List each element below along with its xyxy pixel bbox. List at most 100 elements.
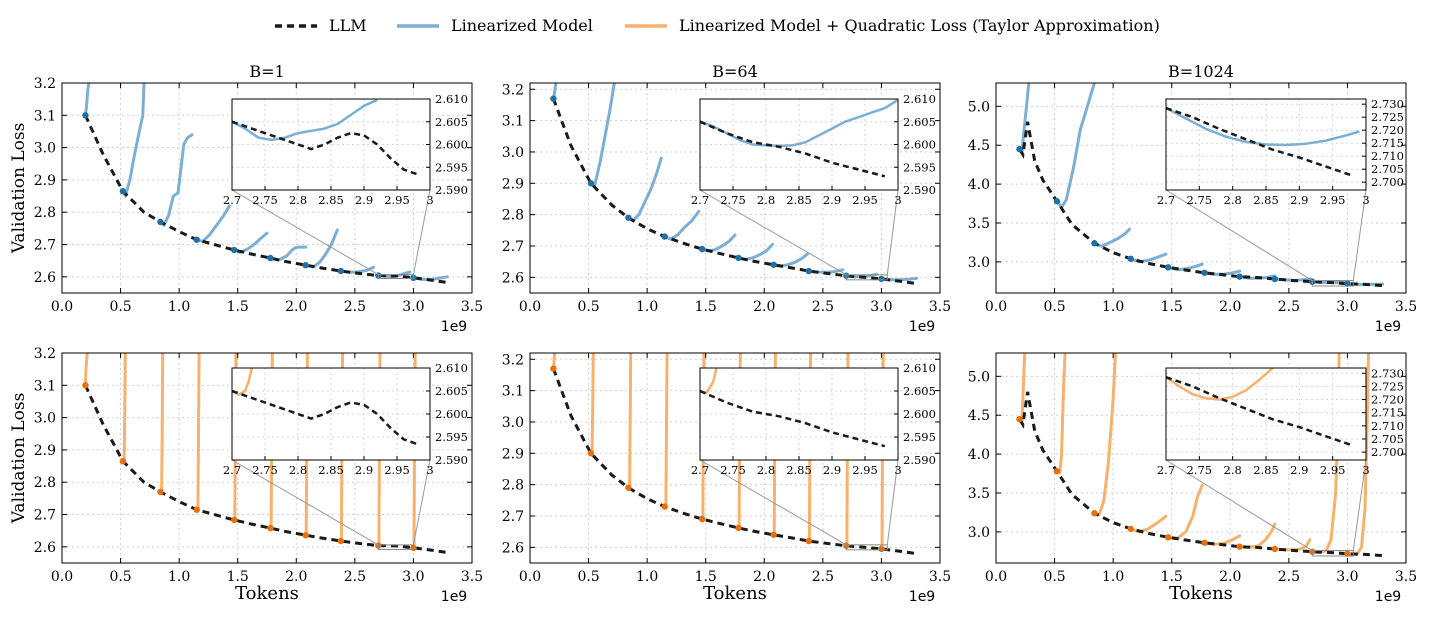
inset-x-tick-label: 2.95 bbox=[384, 193, 410, 207]
y-tick-label: 3.1 bbox=[502, 384, 524, 400]
inset-x-tick-label: 2.8 bbox=[1224, 463, 1242, 477]
inset-x-tick-label: 2.85 bbox=[318, 193, 344, 207]
x-tick-label: 1.0 bbox=[1102, 299, 1124, 315]
y-tick-label: 2.6 bbox=[502, 270, 524, 286]
checkpoint-point-0 bbox=[550, 365, 557, 372]
x-offset-text: 1e9 bbox=[441, 319, 467, 335]
y-tick-label: 3.1 bbox=[34, 108, 56, 124]
axes-frame bbox=[995, 82, 1407, 294]
inset-llm-line bbox=[232, 389, 418, 446]
y-tick-label: 2.8 bbox=[34, 475, 56, 491]
inset-x-tick-label: 2.95 bbox=[384, 463, 410, 477]
y-tick-label: 3.0 bbox=[34, 141, 56, 157]
inset-x-tick-label: 2.95 bbox=[1320, 193, 1346, 207]
axes-frame bbox=[61, 352, 473, 564]
x-tick-label: 1.0 bbox=[168, 299, 190, 315]
inset-plot-area bbox=[232, 368, 418, 446]
y-tick-label: 2.9 bbox=[34, 443, 56, 459]
inset-y-tick-label: 2.605 bbox=[903, 384, 936, 398]
inset-y-tick-label: 2.600 bbox=[903, 138, 936, 152]
x-tick-label: 3.5 bbox=[1395, 299, 1417, 315]
inset-plot-area bbox=[700, 368, 886, 448]
x-tick-label: 2.0 bbox=[753, 569, 775, 585]
subplot-1-1: 0.0 0.5 1.0 1.5 2.0 2.5 3.0 3.5 1e9 2.6 2.7 2.8 2.9 3… bbox=[502, 352, 951, 605]
y-tick-label: 2.6 bbox=[502, 540, 524, 556]
inset-y-tick-label: 2.700 bbox=[1371, 175, 1404, 189]
x-tick-label: 3.5 bbox=[929, 299, 951, 315]
inset-y-tick-label: 2.600 bbox=[903, 407, 936, 421]
branch-line-2 bbox=[1092, 353, 1117, 517]
plot-area bbox=[1016, 83, 1385, 288]
x-tick-label: 0.5 bbox=[1043, 299, 1065, 315]
llm-line bbox=[84, 114, 449, 285]
checkpoint-point-2 bbox=[625, 214, 632, 221]
checkpoint-point-2 bbox=[625, 484, 632, 491]
checkpoint-point-6 bbox=[302, 262, 309, 269]
branch-line-4 bbox=[700, 233, 737, 253]
checkpoint-point-2 bbox=[157, 488, 164, 496]
branch-line-2 bbox=[158, 133, 194, 227]
x-tick-label: 0.0 bbox=[985, 569, 1007, 585]
y-tick-label: 2.7 bbox=[34, 238, 56, 254]
subplot-1-2: 0.0 0.5 1.0 1.5 2.0 2.5 3.0 3.5 1e9 3.0 3.5 4.0 4.5 5… bbox=[968, 352, 1417, 605]
inset-y-tick-label: 2.590 bbox=[903, 183, 936, 197]
inset-x-tick-label: 2.7 bbox=[1157, 193, 1175, 207]
inset-y-tick-label: 2.720 bbox=[1371, 123, 1404, 137]
checkpoint-point-3 bbox=[661, 233, 668, 240]
inset-x-tick-label: 2.9 bbox=[1290, 193, 1308, 207]
x-tick-label: 2.5 bbox=[344, 299, 366, 315]
inset-x-tick-label: 2.95 bbox=[852, 193, 878, 207]
x-tick-label: 1.0 bbox=[636, 299, 658, 315]
inset-y-tick-label: 2.590 bbox=[435, 183, 468, 197]
inset: 2.7 2.75 2.8 2.85 2.9 2.95 32.590 2.595 2.600 2.6… bbox=[223, 361, 468, 477]
inset-y-tick-label: 2.605 bbox=[903, 115, 936, 129]
y-tick-label: 4.0 bbox=[968, 447, 990, 463]
branch-line-3 bbox=[195, 204, 231, 243]
inset-x-tick-label: 2.85 bbox=[318, 463, 344, 477]
inset-y-tick-label: 2.600 bbox=[435, 407, 468, 421]
x-tick-label: 0.0 bbox=[985, 299, 1007, 315]
y-tick-label: 2.9 bbox=[502, 176, 524, 192]
checkpoint-point-7 bbox=[1271, 275, 1279, 283]
branch-line-0 bbox=[83, 353, 89, 387]
checkpoint-point-4 bbox=[231, 246, 238, 254]
checkpoint-point-6 bbox=[770, 261, 777, 268]
y-tick-label: 3.0 bbox=[968, 525, 990, 541]
zoom-connector bbox=[412, 189, 431, 275]
y-tick-label: 3.2 bbox=[34, 76, 56, 92]
inset-model-line bbox=[232, 99, 378, 142]
x-tick-label: 2.0 bbox=[285, 299, 307, 315]
inset-x-tick-label: 2.85 bbox=[786, 463, 812, 477]
inset-y-tick-label: 2.595 bbox=[435, 430, 468, 444]
inset-x-tick-label: 2.85 bbox=[1253, 193, 1279, 207]
inset-y-tick-label: 2.595 bbox=[903, 430, 936, 444]
x-tick-label: 0.0 bbox=[519, 569, 541, 585]
zoom-connector bbox=[699, 459, 847, 546]
inset-y-tick-label: 2.720 bbox=[1371, 393, 1404, 407]
x-tick-label: 0.0 bbox=[51, 299, 73, 315]
branch-line-1 bbox=[121, 353, 127, 465]
y-tick-label: 3.1 bbox=[34, 378, 56, 394]
subplot-0-2: 0.0 0.5 1.0 1.5 2.0 2.5 3.0 3.5 1e9 3.0 3.5 4.0 4.5 5… bbox=[968, 62, 1417, 335]
inset-x-tick-label: 2.9 bbox=[355, 463, 373, 477]
checkpoint-point-1 bbox=[1053, 198, 1061, 205]
inset-x-tick-label: 3 bbox=[426, 193, 433, 207]
x-tick-label: 2.5 bbox=[1278, 299, 1300, 315]
inset-x-tick-label: 2.85 bbox=[1253, 463, 1279, 477]
y-tick-label: 2.8 bbox=[502, 208, 524, 224]
x-tick-label: 3.0 bbox=[402, 569, 424, 585]
y-tick-label: 2.6 bbox=[34, 540, 56, 556]
branch-line-1 bbox=[589, 353, 595, 457]
checkpoint-point-5 bbox=[1201, 269, 1208, 276]
checkpoint-point-3 bbox=[1127, 525, 1134, 532]
zoom-connector bbox=[699, 189, 847, 276]
checkpoint-point-5 bbox=[735, 254, 742, 262]
y-tick-label: 5.0 bbox=[968, 99, 990, 115]
inset: 2.7 2.75 2.8 2.85 2.9 2.95 32.590 2.595 2.600 2.6… bbox=[691, 92, 936, 207]
x-tick-label: 1.5 bbox=[695, 299, 717, 315]
branch-line-0 bbox=[83, 83, 91, 117]
inset-llm-line bbox=[1166, 376, 1354, 447]
checkpoint-point-6 bbox=[1236, 273, 1243, 280]
y-tick-label: 3.0 bbox=[968, 255, 990, 271]
